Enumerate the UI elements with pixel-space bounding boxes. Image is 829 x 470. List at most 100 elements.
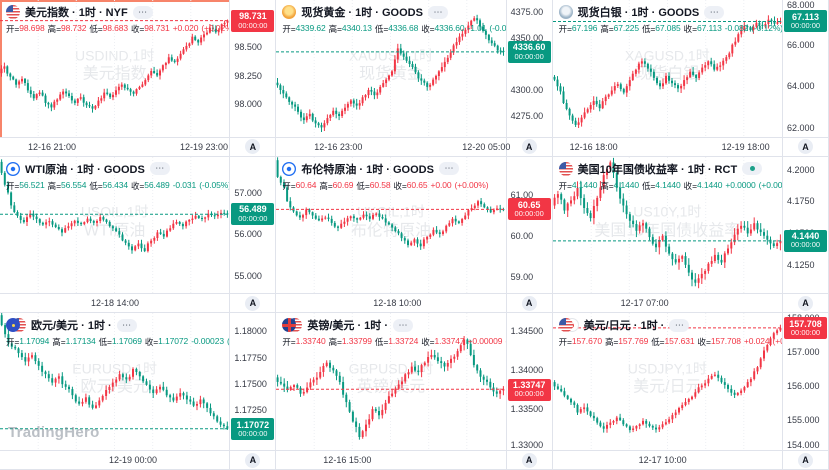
y-tick: 157.000 [787, 347, 820, 358]
y-tick: 59.00 [510, 271, 534, 282]
last-price-value: 1.33747 [512, 380, 546, 391]
countdown: 00:00:00 [238, 213, 268, 223]
price-axis[interactable]: 1.18000 1.17750 1.17500 1.17250 1.17072 00:00… [229, 313, 276, 450]
y-tick: 4350.00 [510, 32, 544, 43]
candlestick-chart[interactable] [0, 313, 229, 450]
auto-scale-button[interactable]: A [245, 139, 261, 155]
auto-scale-button[interactable]: A [798, 139, 813, 155]
ellipsis-icon: ⋯ [674, 319, 684, 330]
y-tick: 57.000 [234, 187, 262, 198]
more-button[interactable] [742, 162, 763, 176]
ellipsis-icon: ⋯ [138, 6, 148, 17]
price-axis[interactable]: 1.34500 1.34000 1.33500 1.33000 1.33747 00:00… [505, 313, 552, 450]
candlestick-chart[interactable] [552, 156, 782, 294]
ellipsis-icon: ⋯ [122, 319, 132, 330]
x-tick: 12-18 14:00 [90, 298, 140, 309]
candlestick-chart[interactable] [276, 156, 506, 294]
time-axis[interactable]: 12-17 10:00 [552, 450, 782, 469]
y-tick: 60.00 [510, 230, 534, 241]
ellipsis-icon: ⋯ [398, 319, 408, 330]
chart-area[interactable]: US10Y,1时 美国10年国债收益率 美国10年国债收益率 · 1时 · RCT 开… [552, 156, 782, 294]
panel-spot-gold[interactable]: XAUUSD,1时 现货黄金 现货黄金 · 1时 · GOODS ⋯ 开= 4339.62… [276, 0, 553, 157]
y-tick: 1.34000 [510, 364, 544, 375]
y-tick: 1.17500 [234, 378, 267, 389]
candlestick-chart[interactable] [552, 313, 782, 450]
time-axis[interactable]: 12-16 15:00 [276, 450, 506, 469]
chart-area[interactable]: USOIL,1时 WTI原油 WTI原油 · 1时 · GOODS ⋯ 开= 56.521… [0, 156, 229, 294]
y-tick: 154.000 [787, 440, 820, 451]
price-axis[interactable]: 98.500 98.250 98.000 98.731 00:00:00 [229, 0, 276, 137]
more-button[interactable]: ⋯ [149, 162, 170, 176]
price-axis[interactable]: 61.00 60.00 59.00 60.65 00:00:00 [505, 156, 552, 294]
x-tick: 12-17 07:00 [620, 298, 669, 309]
y-tick: 4375.00 [510, 6, 544, 17]
more-button[interactable]: ⋯ [669, 318, 690, 332]
axis-corner: A [229, 136, 276, 156]
price-axis[interactable]: 158.000157.000156.000155.000154.000157.7… [782, 313, 828, 450]
panel-gbp-usd[interactable]: GBPUSD,1时 英镑/美元 英镑/美元 · 1时 · ⋯ 开= 1.33740 高= 1.… [276, 313, 553, 470]
time-axis[interactable]: 12-18 14:00 [0, 293, 230, 313]
panel-us10y-yield[interactable]: US10Y,1时 美国10年国债收益率 美国10年国债收益率 · 1时 · RCT 开… [552, 156, 829, 314]
last-price-label: 1.33747 00:00:00 [507, 378, 551, 401]
ellipsis-icon: ⋯ [155, 163, 165, 174]
more-button[interactable]: ⋯ [116, 318, 137, 332]
y-tick: 4.1750 [787, 196, 815, 207]
chart-area[interactable]: GBPUSD,1时 英镑/美元 英镑/美元 · 1时 · ⋯ 开= 1.33740 高= 1.… [276, 313, 506, 450]
countdown: 00:00:00 [790, 328, 821, 338]
y-tick: 55.000 [234, 270, 262, 281]
panel-eur-usd[interactable]: EURUSD,1时 欧元/美元 TradingHero 欧元/美元 · 1时 · ⋯ 开=… [0, 313, 277, 470]
axis-corner: A [782, 450, 828, 469]
more-button[interactable]: ⋯ [393, 318, 413, 332]
y-tick: 68.000 [787, 0, 815, 10]
price-axis[interactable]: 57.000 56.000 55.000 56.489 00:00:00 [229, 156, 276, 294]
last-price-value: 98.731 [239, 11, 267, 22]
chart-area[interactable]: XAGUSD,1时 现货白银 现货白银 · 1时 · GOODS ⋯ 开= 67.196 高… [552, 0, 782, 137]
axis-corner: A [505, 136, 552, 156]
more-button[interactable]: ⋯ [438, 162, 459, 176]
panel-spot-silver[interactable]: XAGUSD,1时 现货白银 现货白银 · 1时 · GOODS ⋯ 开= 67.196 高… [552, 0, 829, 157]
time-axis[interactable]: 12-19 00:00 [0, 450, 230, 469]
auto-scale-button[interactable]: A [521, 139, 537, 155]
more-button[interactable]: ⋯ [427, 5, 448, 19]
chart-area[interactable]: USDJPY,1时 美元/日元 美元/日元 · 1时 · ⋯ 开= 157.670 高= 15… [552, 313, 782, 450]
chart-area[interactable]: USDIND,1时 美元指数 美元指数 · 1时 · NYF ⋯ 开= 98.698 高= 9… [0, 0, 229, 137]
time-axis[interactable]: 12-18 10:00 [276, 293, 506, 313]
time-axis[interactable]: 12-17 07:00 [552, 293, 782, 313]
y-tick: 155.000 [787, 414, 820, 425]
time-axis[interactable]: 12-16 23:00 12-20 05:00 [276, 136, 510, 156]
candlestick-chart[interactable] [552, 0, 782, 137]
auto-scale-button[interactable]: A [798, 452, 813, 468]
y-tick: 1.18000 [234, 326, 267, 337]
auto-scale-button[interactable]: A [798, 295, 813, 311]
chart-area[interactable]: UKOIL,1时 布伦特原油 布伦特原油 · 1时 · GOODS ⋯ 开= 60.64 高… [276, 156, 506, 294]
last-price-label: 4336.60 00:00:00 [507, 40, 551, 63]
y-tick: 1.17250 [234, 405, 267, 416]
auto-scale-button[interactable]: A [521, 295, 537, 311]
y-tick: 98.250 [234, 70, 262, 81]
candlestick-chart[interactable] [276, 0, 506, 137]
y-tick: 1.34500 [510, 326, 544, 337]
chart-area[interactable]: XAUUSD,1时 现货黄金 现货黄金 · 1时 · GOODS ⋯ 开= 4339.62… [276, 0, 506, 137]
time-axis[interactable]: 12-16 21:00 12-19 23:00 [0, 136, 230, 156]
x-tick: 12-18 10:00 [373, 298, 422, 309]
panel-usd-jpy[interactable]: USDJPY,1时 美元/日元 美元/日元 · 1时 · ⋯ 开= 157.670 高= 15… [552, 313, 829, 470]
panel-wti-crude[interactable]: USOIL,1时 WTI原油 WTI原油 · 1时 · GOODS ⋯ 开= 56.521… [0, 156, 277, 314]
more-button[interactable]: ⋯ [704, 5, 725, 19]
auto-scale-button[interactable]: A [245, 295, 261, 311]
price-axis[interactable]: 68.000 66.000 64.000 62.000 67.113 00:00:00 [782, 0, 828, 137]
auto-scale-button[interactable]: A [521, 452, 537, 468]
more-button[interactable]: ⋯ [132, 5, 153, 19]
x-tick: 12-20 05:00 [462, 141, 511, 152]
panel-brent-crude[interactable]: UKOIL,1时 布伦特原油 布伦特原油 · 1时 · GOODS ⋯ 开= 60.64 高… [276, 156, 553, 314]
chart-area[interactable]: EURUSD,1时 欧元/美元 TradingHero 欧元/美元 · 1时 · ⋯ 开=… [0, 313, 229, 450]
candlestick-chart[interactable] [0, 0, 229, 137]
time-axis[interactable]: 12-16 18:00 12-19 18:00 [552, 136, 782, 156]
auto-scale-button[interactable]: A [245, 452, 261, 468]
price-axis[interactable]: 4375.00 4350.00 4300.00 4275.00 4336.60 00:00… [505, 0, 552, 137]
y-tick: 98.500 [234, 41, 262, 52]
panel-usd-index[interactable]: USDIND,1时 美元指数 美元指数 · 1时 · NYF ⋯ 开= 98.698 高= 9… [0, 0, 277, 157]
y-tick: 62.000 [787, 122, 815, 133]
candlestick-chart[interactable] [276, 313, 506, 450]
candlestick-chart[interactable] [0, 156, 229, 294]
